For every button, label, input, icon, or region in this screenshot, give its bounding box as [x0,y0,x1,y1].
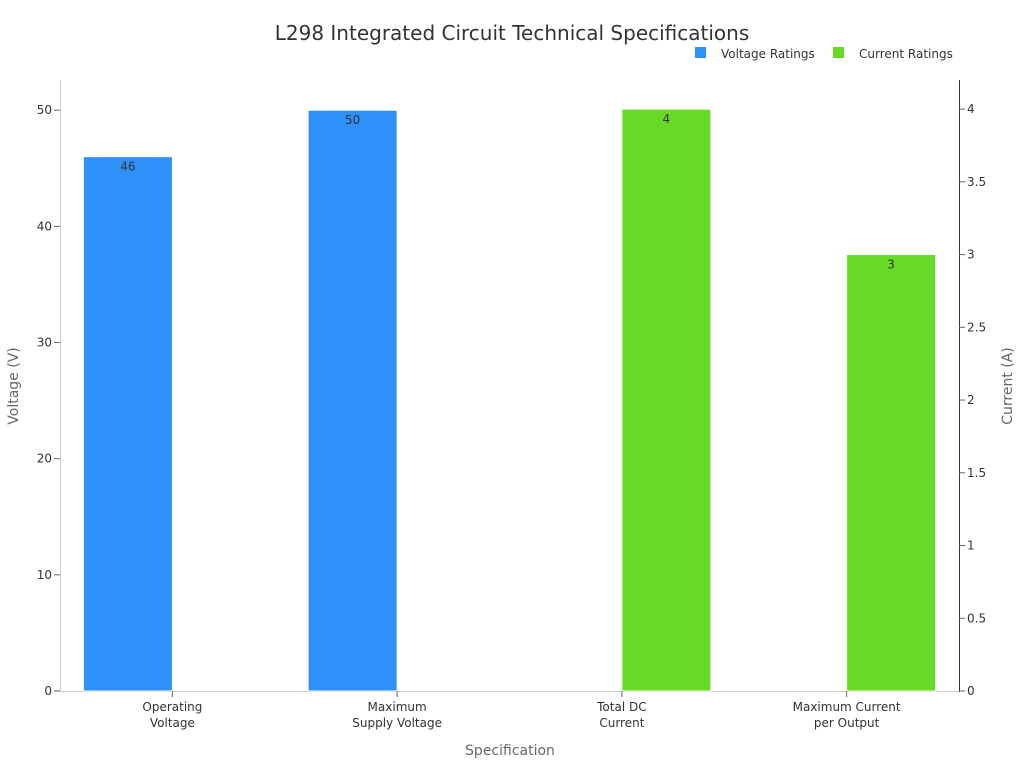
x-tick-label-2-0: Total DC [596,700,646,714]
legend-swatch-0 [695,47,706,58]
right-tick-label-4: 2 [967,393,975,407]
x-tick-label-0-1: Voltage [150,716,195,730]
left-tick-label-5: 50 [37,103,52,117]
x-tick-label-3-0: Maximum Current [793,700,901,714]
left-tick-label-2: 20 [37,452,52,466]
legend: Voltage Ratings Current Ratings [695,47,953,61]
right-axis-ticks: 0 0.5 1 1.5 2 2.5 3 3.5 4 [959,102,986,698]
left-axis-ticks: 0 10 20 30 40 50 [37,103,60,698]
left-tick-label-4: 40 [37,219,52,233]
chart-title: L298 Integrated Circuit Technical Specif… [275,21,750,45]
bar-1-3 [846,254,937,692]
legend-label-1: Current Ratings [859,47,953,61]
right-tick-label-6: 3 [967,248,975,262]
x-tick-label-3-1: per Output [814,716,880,730]
bar-1-2 [621,108,712,692]
x-axis-label: Specification [465,743,555,759]
left-tick-label-1: 10 [37,568,52,582]
x-tick-label-2-1: Current [599,716,644,730]
right-tick-label-7: 3.5 [967,175,986,189]
data-label-1-2: 4 [663,112,671,126]
data-label-0-1: 50 [345,113,360,127]
right-tick-label-2: 1 [967,539,975,553]
left-tick-label-0: 0 [44,684,52,698]
x-tick-label-1-0: Maximum [368,700,427,714]
data-label-1-3: 3 [887,258,895,272]
x-tick-label-0-0: Operating [142,700,202,714]
right-tick-label-0: 0 [967,684,975,698]
data-label-0-0: 46 [120,160,135,174]
legend-swatch-1 [833,47,844,58]
legend-label-0: Voltage Ratings [721,47,815,61]
right-axis-label: Current (A) [1000,347,1016,425]
bar-0-0 [82,156,173,692]
left-tick-label-3: 30 [37,336,52,350]
right-tick-label-3: 1.5 [967,466,986,480]
bar-0-1 [307,109,398,692]
right-tick-label-1: 0.5 [967,611,986,625]
x-axis-ticks: Operating Voltage Maximum Supply Voltage Tot… [142,691,901,730]
bars: 46 50 4 3 [82,108,937,692]
x-tick-label-1-1: Supply Voltage [352,716,442,730]
right-tick-label-5: 2.5 [967,320,986,334]
right-tick-label-8: 4 [967,102,975,116]
left-axis-label: Voltage (V) [6,347,22,424]
